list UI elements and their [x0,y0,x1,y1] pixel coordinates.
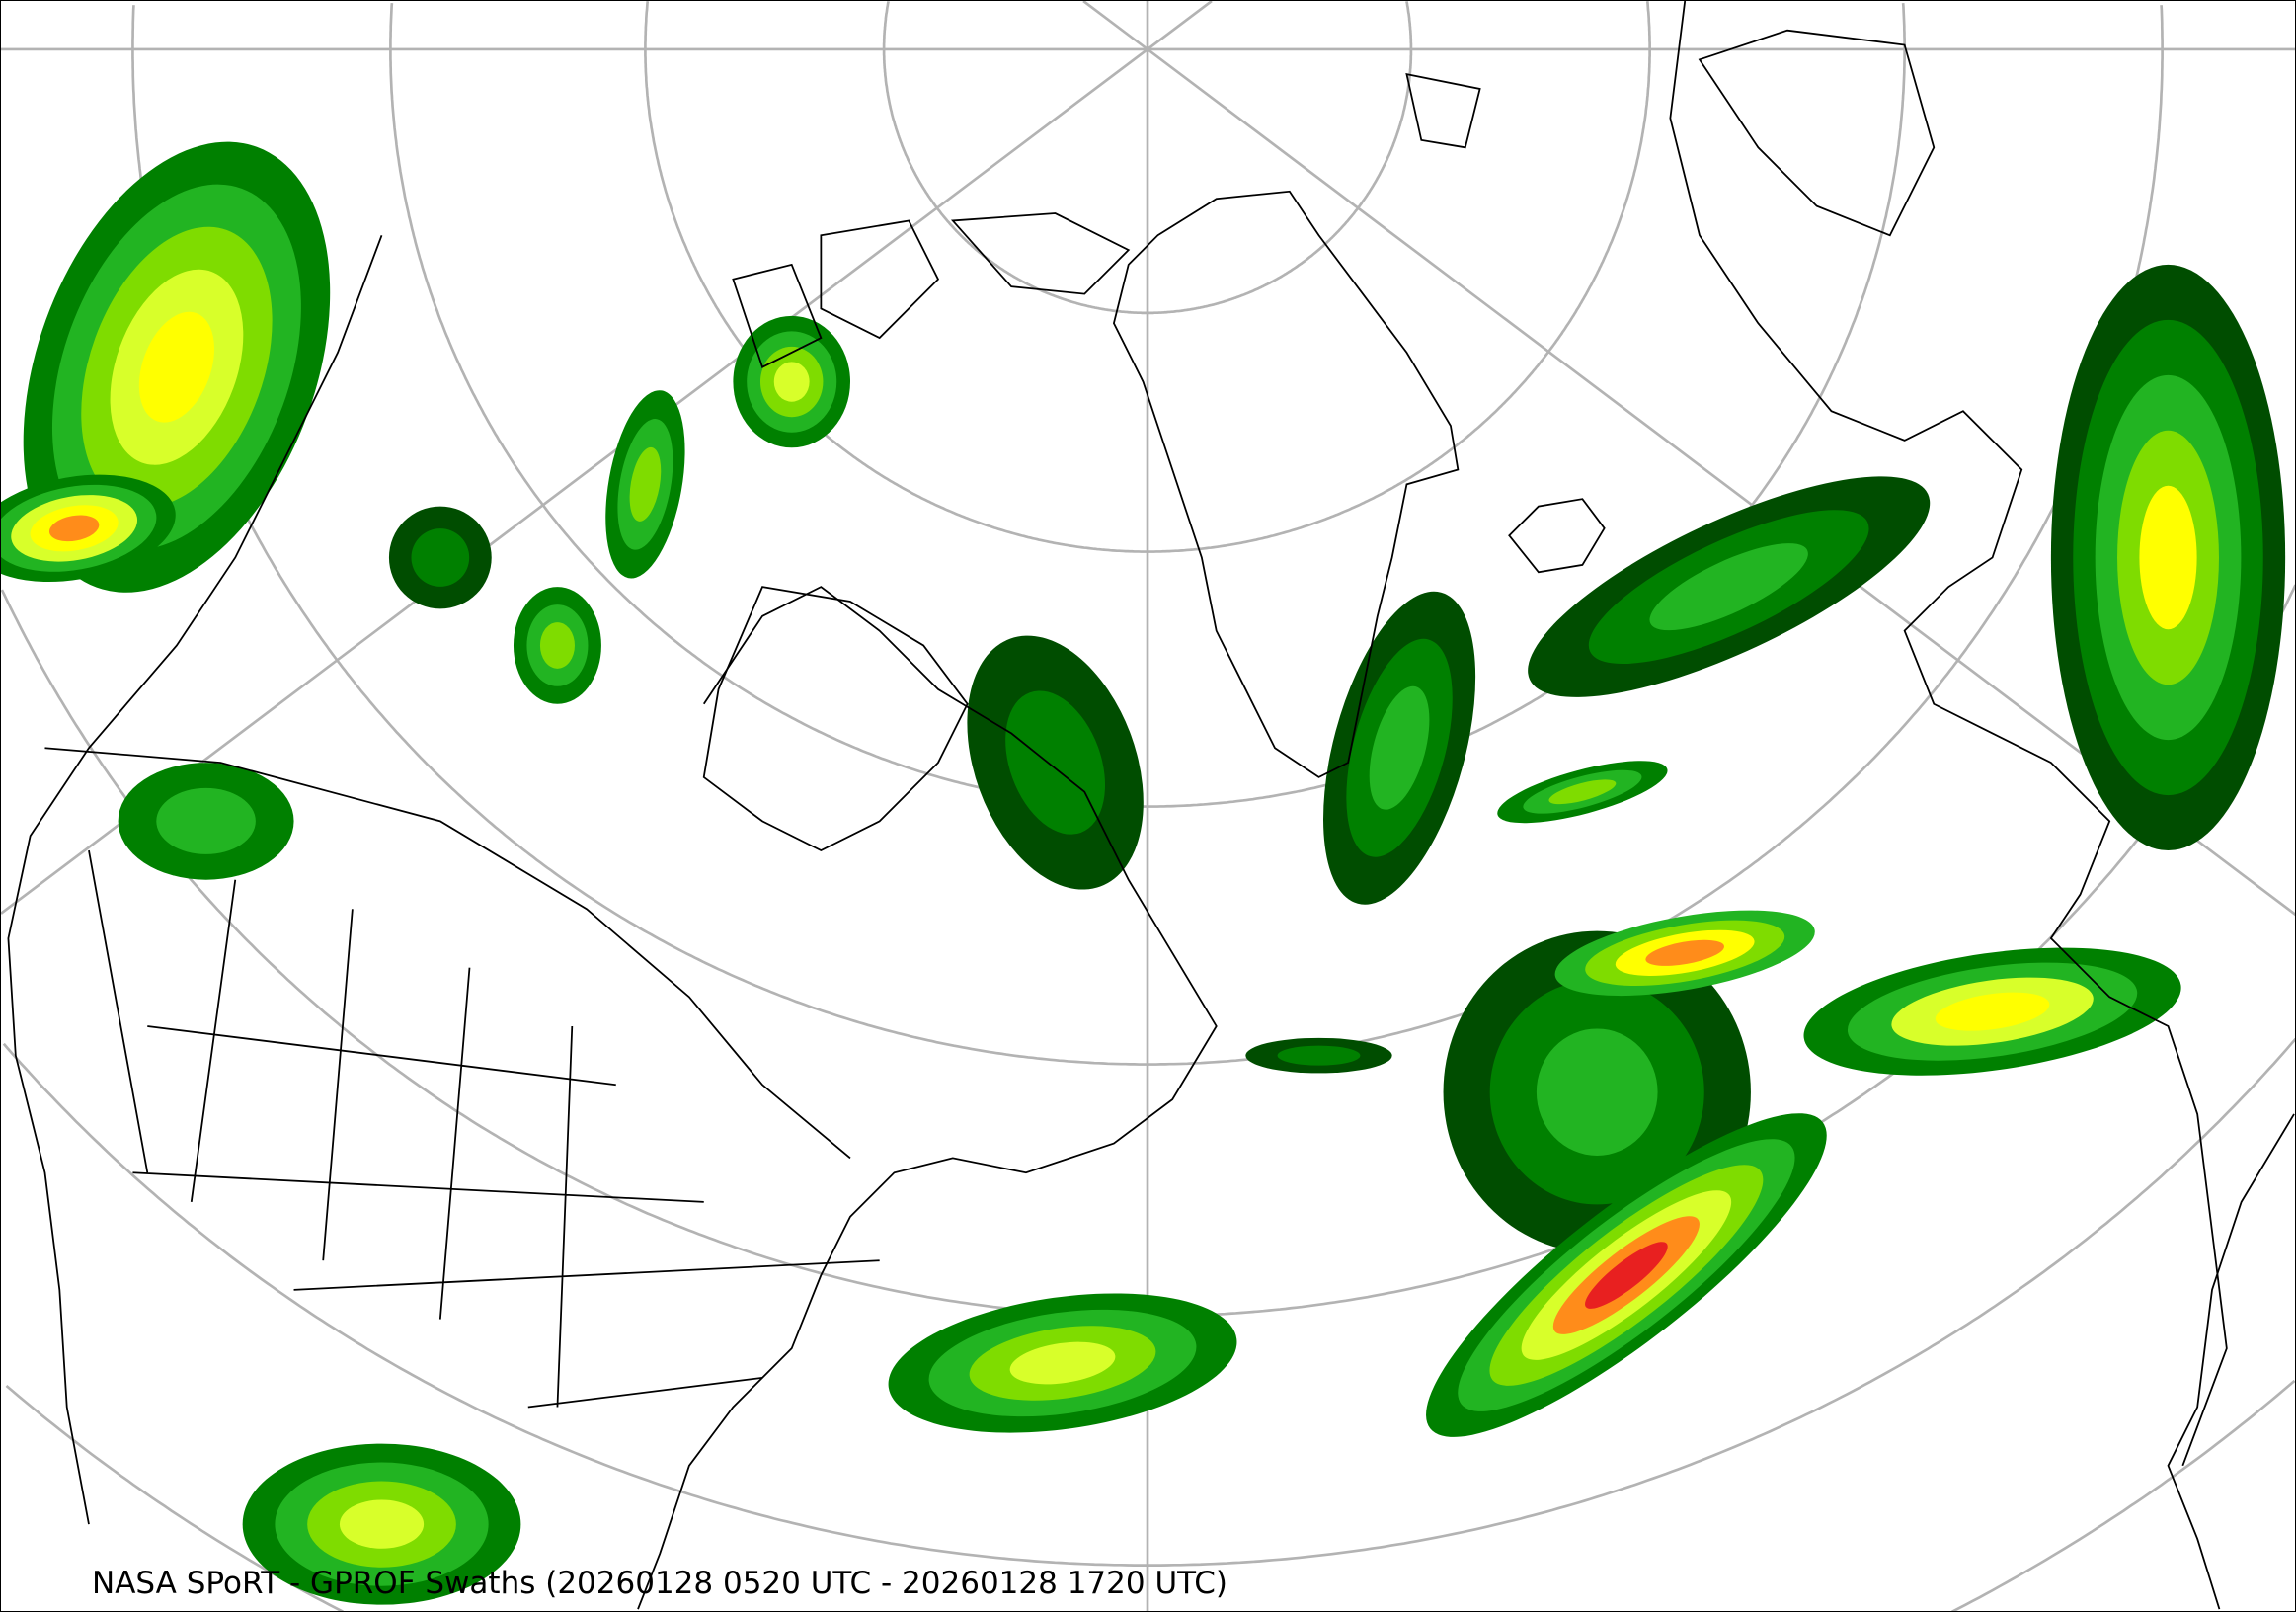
iceland-coast [1508,498,1606,574]
arctic-islands [732,73,1481,368]
precip-rate-area [1649,543,1808,631]
scandinavia-coast [1698,29,1936,237]
greenland-coast [1112,190,1460,778]
coastlines-borders [7,1,2295,1610]
precip-rate-area [156,787,256,854]
north-america-west-coast [7,234,383,1525]
precip-rate-area [1009,1341,1116,1385]
latitude-circle [882,1,1413,315]
precip-rate-area [1645,939,1724,966]
precip-rate-area [48,515,100,542]
precip-rate-area [1536,1028,1658,1156]
us-canada-border [44,747,851,1160]
us-states [88,849,880,1409]
precip-rate-area [629,446,662,522]
precip-rate-area [1548,779,1617,805]
precip-rate-area [1277,1045,1361,1066]
europe-coast [1669,1,2228,1467]
precip-rate-area [2139,485,2197,630]
africa-coast [2167,1113,2295,1610]
precip-rate-area [138,311,215,423]
map-caption: NASA SPoRT - GPROF Swaths (20260128 0520… [92,1566,1227,1601]
precip-rate-area [1585,1242,1668,1309]
precip-rate-area [1369,685,1430,810]
latitude-circle [644,1,1651,553]
precip-rate-area [339,1499,425,1549]
latitude-circle [2,1037,2295,1567]
precipitation-swaths [1,141,2286,1605]
precip-rate-area [1005,690,1106,835]
precip-rate-area [539,622,575,669]
precip-rate-area [411,528,470,587]
hudson-bay-coast [702,586,969,852]
precip-rate-area [773,362,810,402]
precip-rate-area [1935,992,2050,1031]
